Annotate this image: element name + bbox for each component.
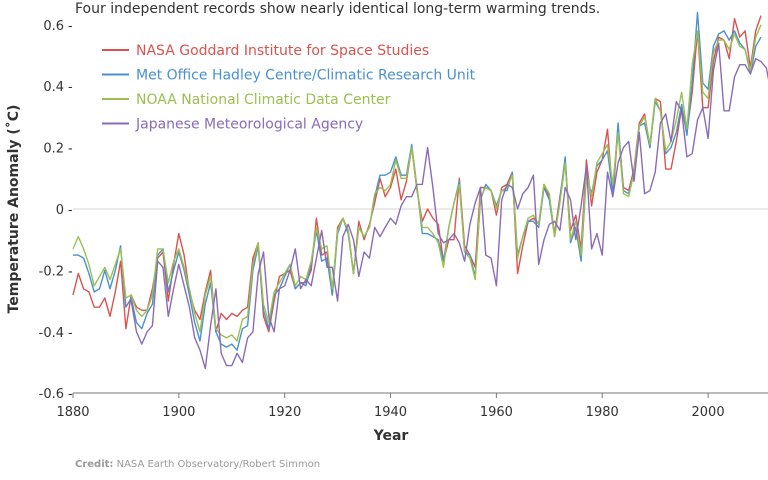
x-axis-title: Year xyxy=(373,428,409,444)
chart-subtitle: Four independent records show nearly ide… xyxy=(75,1,601,17)
series-line-1 xyxy=(73,11,762,351)
legend-entry: NASA Goddard Institute for Space Studies xyxy=(136,43,429,59)
y-tick-mark: - xyxy=(68,264,73,279)
y-tick-mark: - xyxy=(68,142,73,157)
y-tick-label: 0.6 xyxy=(43,19,64,34)
y-tick-label: -0.4 xyxy=(39,326,64,341)
x-axis-ticks: 1880 1900 1920 1940 1960 1980 2000 xyxy=(56,393,725,420)
y-tick-mark: - xyxy=(68,80,73,95)
y-tick-label: -0.6 xyxy=(39,387,64,402)
series-line-2 xyxy=(72,24,762,342)
series-line-0 xyxy=(72,15,762,333)
series-line-3 xyxy=(130,42,768,370)
x-tick-label: 1980 xyxy=(586,405,619,420)
credit-text: NASA Earth Observatory/Robert Simmon xyxy=(116,459,321,470)
y-tick-label: -0.2 xyxy=(39,264,64,279)
y-axis-title: Temperature Anomaly (˚C) xyxy=(5,105,22,314)
y-tick-mark: - xyxy=(68,326,73,341)
x-tick-label: 1900 xyxy=(162,405,195,420)
y-tick-mark: - xyxy=(68,387,73,402)
x-tick-label: 1920 xyxy=(268,405,301,420)
legend-entry: Met Office Hadley Centre/Climatic Resear… xyxy=(136,68,476,84)
y-tick-mark: - xyxy=(68,203,73,218)
x-tick-label: 2000 xyxy=(692,405,725,420)
credit-label: Credit: xyxy=(75,459,114,470)
legend-entry: NOAA National Climatic Data Center xyxy=(136,92,391,108)
x-tick-label: 1940 xyxy=(374,405,407,420)
y-tick-label: 0.4 xyxy=(43,80,64,95)
y-axis-ticks: -0.6 --0.4 --0.2 -0 -0.2 -0.4 -0.6- xyxy=(39,19,73,402)
y-tick-label: 0.2 xyxy=(43,142,64,157)
y-tick-label: 0 xyxy=(56,203,64,218)
legend-entry: Japanese Meteorological Agency xyxy=(135,117,363,133)
x-tick-label: 1880 xyxy=(56,405,89,420)
y-tick-mark: - xyxy=(68,19,73,34)
series-lines xyxy=(72,11,768,370)
x-tick-label: 1960 xyxy=(480,405,513,420)
credit-line: Credit: NASA Earth Observatory/Robert Si… xyxy=(75,459,320,470)
legend: NASA Goddard Institute for Space Studies… xyxy=(102,43,476,133)
